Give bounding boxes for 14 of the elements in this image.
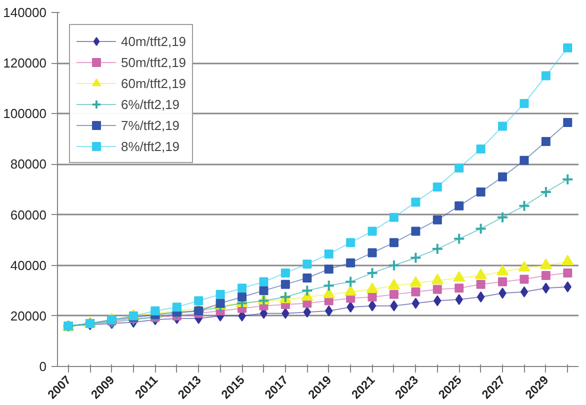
y-tick-label: 120000 [3, 56, 47, 71]
y-tick-label: 20000 [10, 308, 47, 324]
legend-label: 7%/tft2,19 [121, 118, 180, 132]
y-tick-label: 140000 [3, 5, 47, 20]
legend-label: 40m/tft2,19 [121, 34, 186, 48]
legend-label: 6%/tft2,19 [121, 96, 180, 112]
y-tick-label: 80000 [10, 156, 47, 172]
y-tick-label: 100000 [3, 106, 47, 122]
legend-label: 60m/tft2,19 [121, 76, 186, 90]
legend-label: 8%/tft2,19 [121, 138, 180, 154]
legend-label: 50m/tft2,19 [121, 54, 186, 70]
y-tick-label: 40000 [10, 258, 47, 273]
y-tick-label: 60000 [10, 207, 47, 222]
y-tick-label: 0 [39, 359, 47, 374]
